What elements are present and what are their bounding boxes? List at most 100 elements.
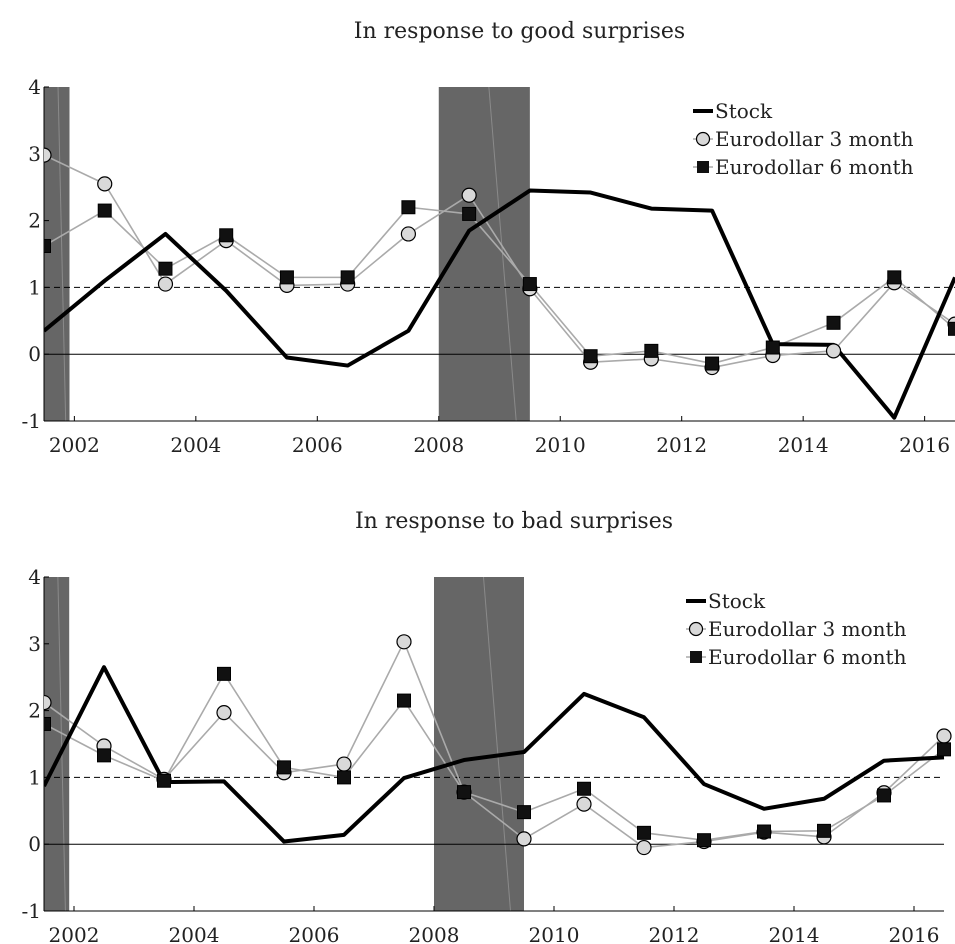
data-point-eurodollar-6-month — [757, 824, 771, 839]
data-point-eurodollar-6-month — [337, 770, 351, 785]
x-tick-label: 2012 — [656, 433, 707, 457]
data-point-eurodollar-3-month — [97, 176, 113, 192]
legend-marker-circle — [695, 131, 711, 147]
legend: Stock Eurodollar 3 month Eurodollar 6 mont… — [693, 99, 914, 179]
x-tick-label: 2012 — [649, 923, 700, 944]
data-point-eurodollar-6-month — [948, 321, 955, 336]
data-point-eurodollar-6-month — [522, 277, 537, 292]
data-point-eurodollar-6-month — [279, 270, 294, 285]
data-point-eurodollar-6-month — [457, 785, 471, 800]
data-point-eurodollar-6-month — [217, 666, 231, 681]
data-point-eurodollar-3-month — [400, 226, 416, 242]
series-line-eurodollar-6-month — [44, 206, 955, 365]
x-tick-label: 2014 — [769, 923, 820, 944]
legend-label: Stock — [708, 589, 766, 613]
legend-marker-square — [697, 161, 709, 173]
shaded-period-edge — [483, 576, 511, 912]
series-line-eurodollar-3-month — [44, 640, 945, 849]
x-tick-label: 2008 — [409, 923, 460, 944]
x-tick-label: 2004 — [170, 433, 221, 457]
x-tick-label: 2010 — [535, 433, 586, 457]
y-tick-label: 3 — [28, 632, 41, 656]
data-point-eurodollar-6-month — [340, 270, 355, 285]
data-point-eurodollar-3-month — [516, 831, 532, 847]
legend-label: Eurodollar 6 month — [708, 645, 907, 669]
data-point-eurodollar-6-month — [44, 238, 51, 253]
data-point-eurodollar-6-month — [826, 315, 841, 330]
chart-panel-1: In response to good surprises -1 0 1 2 3 4 2002… — [22, 19, 955, 457]
chart-title: In response to bad surprises — [355, 509, 673, 534]
legend-label: Eurodollar 6 month — [715, 155, 914, 179]
x-tick-label: 2004 — [169, 923, 220, 944]
shaded-period-edge — [57, 576, 66, 912]
shaded-period — [434, 577, 524, 911]
plot-area — [44, 634, 952, 856]
data-point-eurodollar-3-month — [576, 796, 592, 812]
data-point-eurodollar-3-month — [44, 147, 52, 163]
shaded-period — [44, 87, 70, 421]
data-point-eurodollar-3-month — [936, 728, 952, 744]
data-point-eurodollar-3-month — [396, 634, 412, 650]
data-point-eurodollar-6-month — [637, 825, 651, 840]
data-point-eurodollar-6-month — [817, 823, 831, 838]
y-tick-label: 2 — [28, 209, 41, 233]
legend-label: Stock — [715, 99, 773, 123]
y-tick-label: -1 — [22, 409, 41, 433]
x-tick-label: 2016 — [889, 923, 940, 944]
legend-marker-circle — [688, 621, 704, 637]
shaded-period — [438, 87, 530, 421]
data-point-eurodollar-6-month — [937, 742, 951, 757]
data-point-eurodollar-3-month — [157, 276, 174, 292]
series-line-stock — [44, 188, 955, 420]
data-point-eurodollar-6-month — [517, 805, 531, 820]
y-tick-label: 1 — [28, 765, 41, 789]
data-point-eurodollar-6-month — [277, 760, 291, 775]
legend-marker-square — [690, 651, 702, 663]
y-tick-label: 4 — [28, 75, 41, 99]
x-tick-label: 2002 — [49, 433, 100, 457]
y-tick-label: 4 — [28, 565, 41, 589]
series-line-stock — [44, 665, 945, 844]
shaded-period-edge — [57, 86, 67, 422]
data-point-eurodollar-6-month — [765, 340, 780, 355]
legend-label: Eurodollar 3 month — [715, 127, 914, 151]
data-point-eurodollar-3-month — [461, 187, 477, 203]
y-tick-label: 0 — [28, 342, 41, 366]
data-point-eurodollar-6-month — [583, 349, 598, 364]
shaded-period-edge — [488, 86, 517, 422]
x-tick-label: 2016 — [899, 433, 950, 457]
legend-label: Eurodollar 3 month — [708, 617, 907, 641]
x-tick-label: 2002 — [49, 923, 100, 944]
x-tick-label: 2010 — [529, 923, 580, 944]
data-point-eurodollar-3-month — [44, 694, 52, 711]
y-tick-label: 0 — [28, 832, 41, 856]
data-point-eurodollar-3-month — [216, 705, 232, 721]
chart-panel-2: In response to bad surprises -1 0 1 2 3 4 2002 2… — [22, 509, 952, 944]
legend: Stock Eurodollar 3 month Eurodollar 6 mont… — [686, 589, 907, 669]
plot-area — [44, 147, 955, 420]
data-point-eurodollar-3-month — [636, 839, 652, 856]
data-point-eurodollar-3-month — [825, 343, 842, 359]
data-point-eurodollar-6-month — [157, 773, 171, 788]
data-point-eurodollar-6-month — [97, 203, 112, 218]
data-point-eurodollar-6-month — [401, 200, 416, 215]
data-point-eurodollar-3-month — [336, 756, 352, 772]
y-tick-label: 3 — [28, 142, 41, 166]
x-tick-label: 2006 — [289, 923, 340, 944]
data-point-eurodollar-6-month — [577, 781, 591, 796]
data-point-eurodollar-6-month — [97, 748, 111, 763]
data-point-eurodollar-6-month — [158, 261, 173, 276]
data-point-eurodollar-6-month — [462, 206, 477, 221]
x-tick-label: 2006 — [292, 433, 343, 457]
chart-title: In response to good surprises — [354, 19, 685, 44]
data-point-eurodollar-6-month — [644, 343, 659, 358]
data-point-eurodollar-6-month — [697, 833, 711, 848]
y-tick-label: 1 — [28, 275, 41, 299]
data-point-eurodollar-6-month — [219, 228, 234, 243]
x-tick-label: 2014 — [778, 433, 829, 457]
x-tick-label: 2008 — [413, 433, 464, 457]
y-tick-label: 2 — [28, 699, 41, 723]
data-point-eurodollar-6-month — [705, 356, 720, 371]
data-point-eurodollar-6-month — [887, 270, 902, 285]
